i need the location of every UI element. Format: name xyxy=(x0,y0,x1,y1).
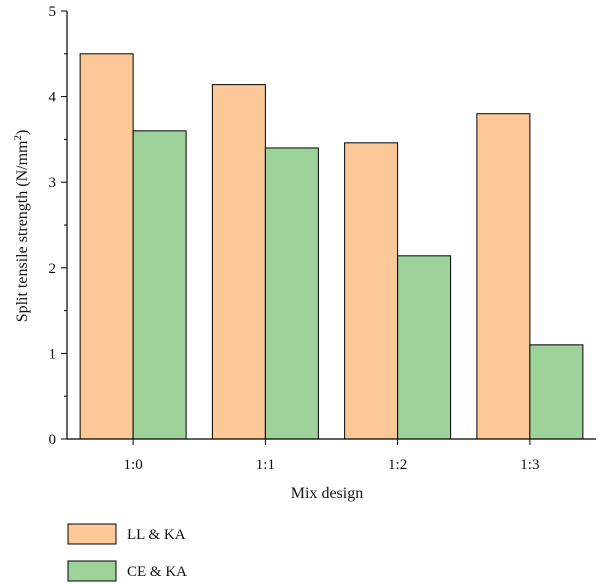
x-tick-label-1-3: 1:3 xyxy=(520,457,539,473)
bar-ce-ka-1-0 xyxy=(132,130,187,440)
y-tick-label-2: 2 xyxy=(49,261,57,277)
bars-layer xyxy=(79,53,584,440)
y-axis-title: Split tensile strength (N/mm2) xyxy=(12,130,31,323)
x-tick-label-1-2: 1:2 xyxy=(388,457,407,473)
bar-ce-ka-1-1 xyxy=(264,147,319,440)
x-axis-title: Mix design xyxy=(291,485,363,502)
y-tick-label-5: 5 xyxy=(49,4,57,20)
axes-layer xyxy=(61,10,596,445)
bar-ce-ka-1-2 xyxy=(397,255,452,440)
bar-ce-ka-1-3 xyxy=(529,344,584,440)
legend-label-ll-ka: LL & KA xyxy=(127,527,186,543)
legend-label-ce-ka: CE & KA xyxy=(127,564,187,580)
y-tick-label-4: 4 xyxy=(49,90,57,106)
legend-swatch-ce-ka xyxy=(67,560,117,582)
x-tick-label-1-0: 1:0 xyxy=(124,457,143,473)
bar-ll-ka-1-2 xyxy=(344,142,399,440)
x-tick-labels: 1:0 1:1 1:2 1:3 xyxy=(124,457,540,473)
y-tick-label-1: 1 xyxy=(49,346,57,362)
legend-swatch-ll-ka xyxy=(67,523,117,545)
y-tick-labels: 0 1 2 3 4 5 xyxy=(49,4,57,448)
y-tick-label-3: 3 xyxy=(49,175,57,191)
legend: LL & KA CE & KA xyxy=(67,523,187,582)
bar-ll-ka-1-3 xyxy=(476,113,531,440)
y-axis-title-superscript: 2 xyxy=(12,135,24,141)
y-tick-label-0: 0 xyxy=(49,432,57,448)
bar-ll-ka-1-1 xyxy=(211,84,266,440)
x-tick-label-1-1: 1:1 xyxy=(256,457,275,473)
bar-ll-ka-1-0 xyxy=(79,53,134,440)
